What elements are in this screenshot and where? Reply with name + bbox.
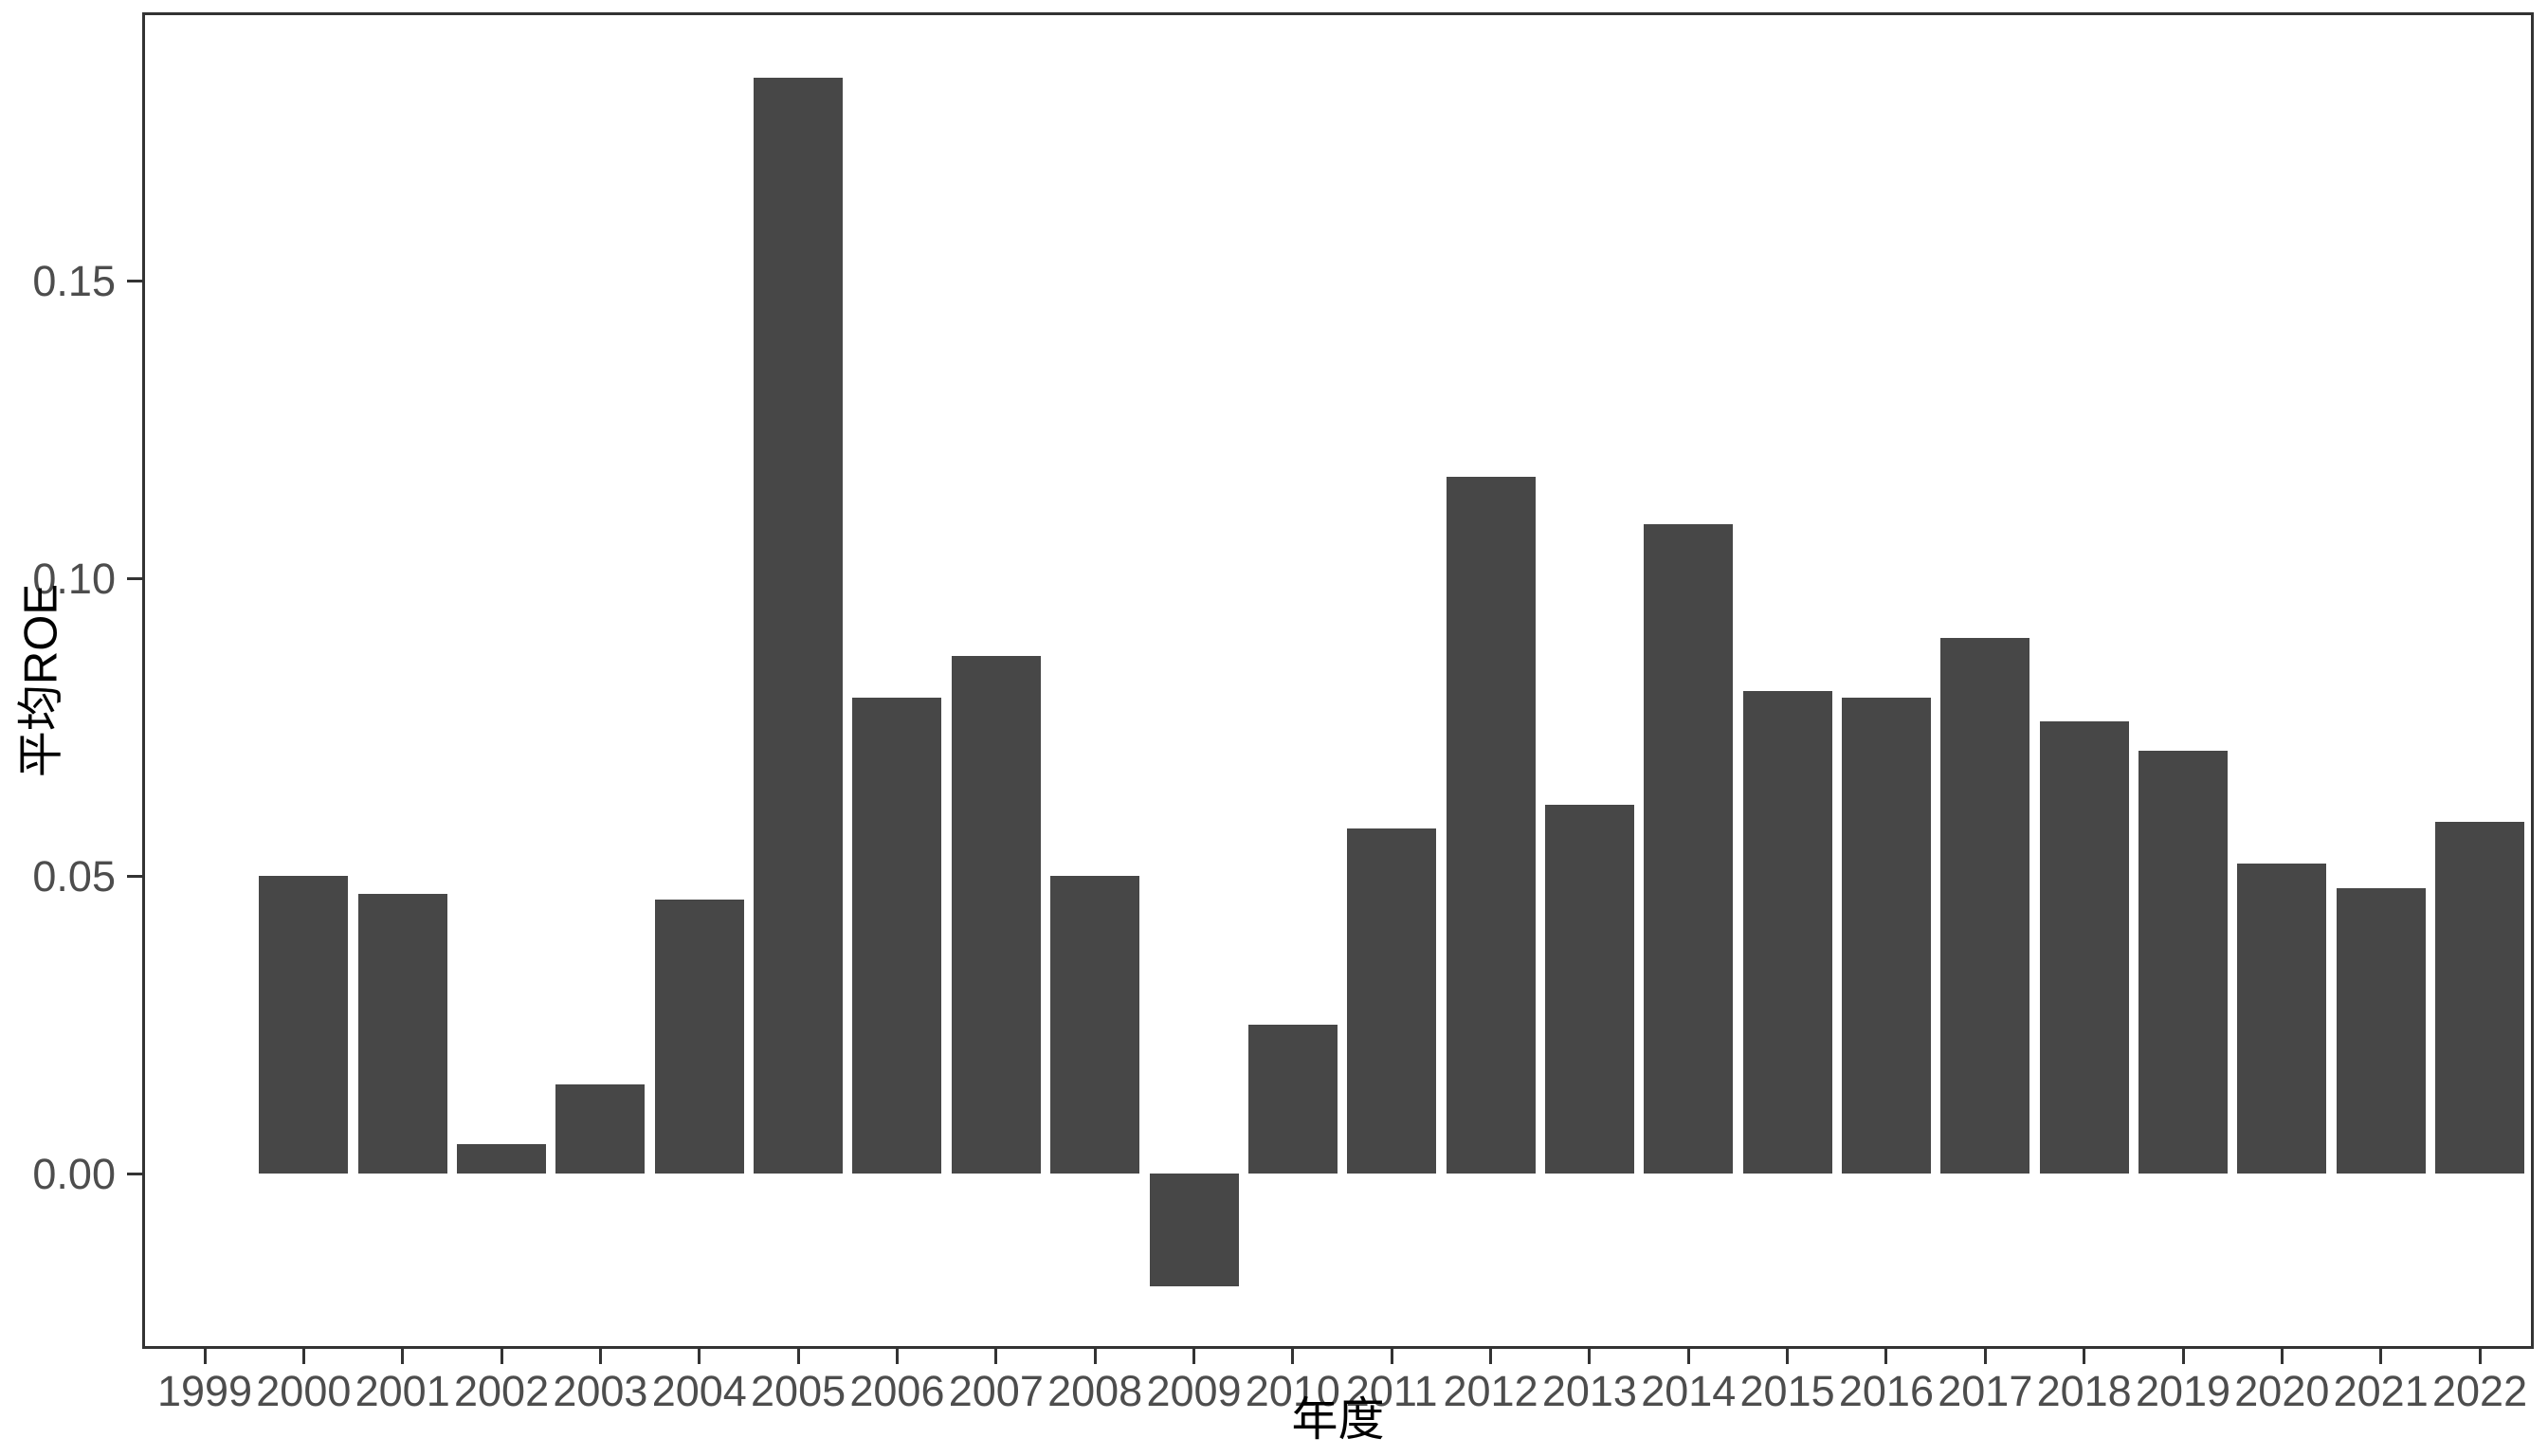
x-tick-mark	[1093, 1349, 1097, 1364]
x-tick-mark	[1588, 1349, 1592, 1364]
x-tick-label: 2003	[553, 1367, 648, 1415]
bar-2021	[2336, 887, 2426, 1174]
x-tick-mark	[1983, 1349, 1987, 1364]
x-tick-label: 2002	[453, 1367, 550, 1415]
x-tick-label: 2016	[1838, 1367, 1934, 1415]
y-tick-mark	[127, 1172, 142, 1175]
bar-2013	[1544, 804, 1634, 1174]
bar-2009	[1149, 1174, 1239, 1287]
x-tick-label: 2010	[1245, 1367, 1340, 1415]
bar-2002	[457, 1143, 547, 1174]
bar-2005	[754, 78, 844, 1174]
x-tick-label: 2015	[1739, 1367, 1835, 1415]
x-tick-mark	[301, 1349, 305, 1364]
x-tick-mark	[401, 1349, 405, 1364]
bar-2019	[2138, 751, 2228, 1174]
x-tick-label: 2006	[849, 1367, 945, 1415]
plot-panel	[142, 12, 2534, 1349]
bar-2018	[2039, 720, 2129, 1174]
x-tick-mark	[1686, 1349, 1690, 1364]
x-tick-mark	[796, 1349, 800, 1364]
x-tick-mark	[598, 1349, 602, 1364]
y-tick-mark	[127, 279, 142, 282]
x-tick-label: 1999	[156, 1367, 253, 1415]
x-tick-label: 2019	[2135, 1367, 2231, 1415]
bar-2000	[259, 876, 349, 1174]
x-tick-mark	[1390, 1349, 1393, 1364]
y-tick-mark	[127, 576, 142, 580]
x-tick-label: 2000	[256, 1367, 352, 1415]
x-tick-mark	[1786, 1349, 1790, 1364]
bar-2006	[852, 697, 942, 1174]
x-tick-mark	[1489, 1349, 1493, 1364]
x-tick-label: 2017	[1938, 1367, 2033, 1415]
bar-2012	[1446, 477, 1536, 1174]
bar-2010	[1247, 1025, 1338, 1174]
x-tick-mark	[2280, 1349, 2284, 1364]
bar-2020	[2237, 864, 2327, 1174]
x-tick-mark	[2181, 1349, 2185, 1364]
bar-2001	[357, 893, 447, 1174]
x-tick-label: 2005	[751, 1367, 846, 1415]
bar-2003	[555, 1083, 646, 1174]
x-tick-mark	[1192, 1349, 1195, 1364]
y-tick-label: 0.15	[32, 257, 116, 305]
x-tick-mark	[994, 1349, 998, 1364]
bar-2017	[1940, 637, 2030, 1174]
x-tick-label: 2022	[2431, 1367, 2528, 1415]
x-tick-label: 2001	[355, 1367, 450, 1415]
bar-2011	[1347, 828, 1437, 1174]
x-tick-mark	[698, 1349, 701, 1364]
x-tick-label: 2020	[2234, 1367, 2330, 1415]
x-tick-label: 2007	[948, 1367, 1044, 1415]
bar-2008	[1050, 876, 1140, 1174]
bar-2015	[1742, 691, 1832, 1174]
x-axis-title: 年度	[1291, 1394, 1385, 1446]
x-tick-label: 2013	[1541, 1367, 1637, 1415]
y-tick-label: 0.00	[32, 1150, 116, 1198]
x-tick-mark	[1291, 1349, 1295, 1364]
x-tick-label: 2012	[1443, 1367, 1538, 1415]
bar-2007	[951, 655, 1041, 1174]
x-tick-mark	[500, 1349, 503, 1364]
x-tick-label: 2018	[2036, 1367, 2132, 1415]
x-tick-label: 2008	[1047, 1367, 1143, 1415]
x-tick-mark	[203, 1349, 207, 1364]
x-tick-mark	[2478, 1349, 2482, 1364]
y-axis-title: 平均ROE	[15, 583, 67, 778]
x-tick-mark	[1884, 1349, 1888, 1364]
x-tick-mark	[895, 1349, 899, 1364]
x-tick-label: 2004	[651, 1367, 747, 1415]
x-tick-label: 2011	[1345, 1367, 1438, 1415]
x-tick-label: 2009	[1146, 1367, 1242, 1415]
bar-2004	[654, 900, 744, 1174]
x-tick-label: 2014	[1641, 1367, 1737, 1415]
y-tick-mark	[127, 874, 142, 878]
y-tick-label: 0.10	[32, 555, 116, 603]
x-tick-label: 2021	[2333, 1367, 2429, 1415]
y-tick-label: 0.05	[32, 852, 116, 901]
x-tick-mark	[2083, 1349, 2086, 1364]
bar-2022	[2435, 822, 2525, 1174]
x-tick-mark	[2379, 1349, 2383, 1364]
bar-2014	[1644, 524, 1734, 1174]
bar-2016	[1841, 697, 1931, 1174]
